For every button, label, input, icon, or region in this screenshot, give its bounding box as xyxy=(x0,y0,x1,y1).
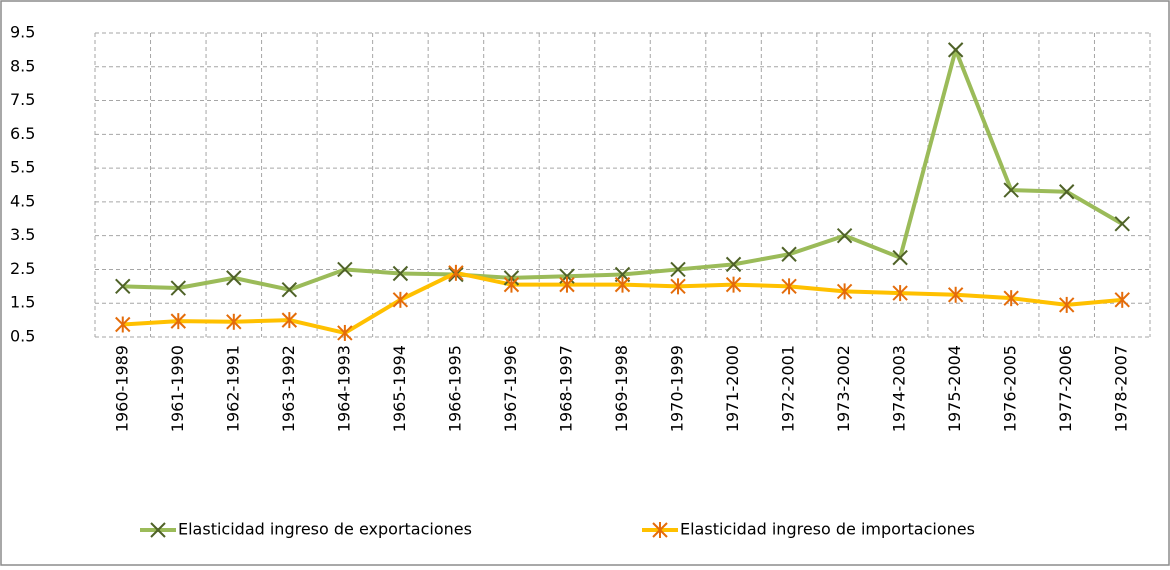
x-tick-label: 1960-1989 xyxy=(112,345,131,432)
marker xyxy=(614,276,631,293)
marker xyxy=(1114,216,1130,232)
marker-stroke xyxy=(281,282,298,298)
marker xyxy=(281,282,298,298)
x-tick-label: 1976-2005 xyxy=(1001,345,1020,432)
marker xyxy=(670,261,686,278)
marker xyxy=(1114,291,1130,308)
x-tick-label: 1970-1999 xyxy=(668,345,687,432)
x-tick-label: 1975-2004 xyxy=(945,345,964,432)
x-tick-label: 1973-2002 xyxy=(834,345,853,432)
marker xyxy=(392,265,409,282)
marker-stroke xyxy=(892,249,908,266)
marker-stroke xyxy=(392,265,409,282)
marker xyxy=(226,313,242,330)
x-tick-label: 1977-2006 xyxy=(1056,345,1075,432)
x-tick-label: 1968-1997 xyxy=(556,345,575,432)
marker xyxy=(781,278,797,295)
marker-stroke xyxy=(150,522,166,538)
marker-stroke xyxy=(1059,184,1075,200)
legend-label: Elasticidad ingreso de importaciones xyxy=(680,520,975,539)
marker xyxy=(281,312,298,329)
marker xyxy=(448,264,464,281)
x-tick-label: 1967-1996 xyxy=(501,345,520,432)
marker-stroke xyxy=(670,261,686,278)
y-tick-label: 5.5 xyxy=(10,158,35,177)
marker xyxy=(115,278,131,295)
marker xyxy=(170,280,186,296)
marker xyxy=(1003,182,1019,198)
marker-stroke xyxy=(115,278,131,295)
x-tick-label: 1962-1991 xyxy=(223,345,242,432)
marker xyxy=(115,316,131,333)
y-tick-label: 0.5 xyxy=(10,327,35,346)
marker xyxy=(836,227,853,244)
marker xyxy=(947,42,964,58)
y-tick-label: 4.5 xyxy=(10,191,35,210)
x-tick-label: 1965-1994 xyxy=(390,345,409,432)
marker xyxy=(947,286,964,303)
y-tick-label: 1.5 xyxy=(10,293,35,312)
x-tick-label: 1964-1993 xyxy=(334,345,353,432)
y-tick-label: 3.5 xyxy=(10,225,35,244)
marker xyxy=(892,249,908,266)
marker-stroke xyxy=(226,270,242,286)
marker-stroke xyxy=(781,246,797,262)
marker xyxy=(1059,184,1075,200)
y-tick-label: 8.5 xyxy=(10,56,35,75)
marker-stroke xyxy=(170,280,186,296)
marker xyxy=(1003,290,1019,307)
y-tick-label: 9.5 xyxy=(10,23,35,42)
marker xyxy=(1059,296,1075,313)
marker xyxy=(725,276,742,293)
marker-stroke xyxy=(836,227,853,244)
marker-stroke xyxy=(337,261,353,278)
marker xyxy=(170,313,186,330)
marker xyxy=(836,283,853,300)
legend-label: Elasticidad ingreso de exportaciones xyxy=(178,520,472,539)
x-tick-label: 1971-2000 xyxy=(723,345,742,432)
marker xyxy=(337,261,353,278)
x-tick-label: 1966-1995 xyxy=(445,345,464,432)
marker xyxy=(392,291,409,308)
marker xyxy=(652,522,668,538)
x-tick-label: 1969-1998 xyxy=(612,345,631,432)
y-tick-label: 6.5 xyxy=(10,124,35,143)
marker xyxy=(725,256,742,273)
y-tick-label: 7.5 xyxy=(10,90,35,109)
marker-stroke xyxy=(725,256,742,273)
x-tick-label: 1972-2001 xyxy=(779,345,798,432)
marker-stroke xyxy=(947,42,964,58)
x-tick-label: 1963-1992 xyxy=(279,345,298,432)
marker xyxy=(559,276,575,293)
marker xyxy=(226,270,242,286)
marker-stroke xyxy=(1003,182,1019,198)
x-tick-label: 1961-1990 xyxy=(168,345,187,432)
marker xyxy=(670,278,686,295)
x-tick-label: 1978-2007 xyxy=(1112,345,1131,432)
marker-stroke xyxy=(1114,216,1130,232)
marker xyxy=(503,276,520,293)
marker xyxy=(781,246,797,262)
marker xyxy=(150,522,166,538)
marker xyxy=(892,285,908,302)
marker xyxy=(337,324,353,341)
y-tick-label: 2.5 xyxy=(10,259,35,278)
x-tick-label: 1974-2003 xyxy=(890,345,909,432)
